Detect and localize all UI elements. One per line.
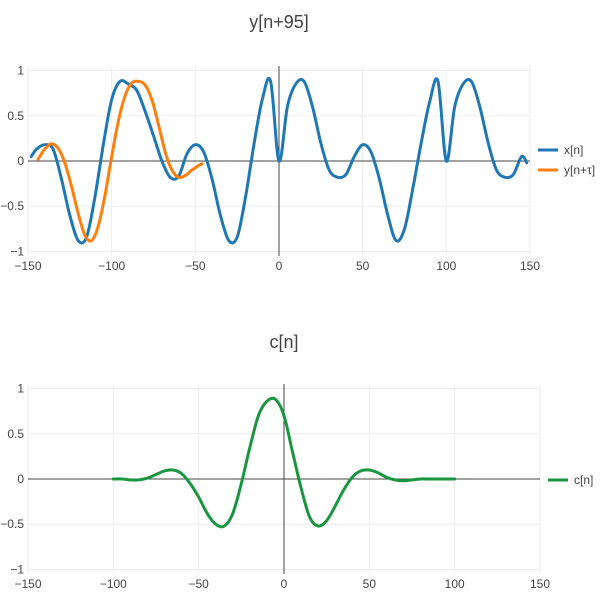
series-line-y-n-tau [36,79,204,243]
x-tick-label: −100 [100,577,127,591]
x-tick-label: 100 [445,577,465,591]
chart-bottom: c[n] −150 −100 −50 0 50 100 150 1 0.5 0 −0.5 −1 c[n] [0,332,593,591]
y-tick-label: −0.5 [0,517,24,531]
x-tick-label: −100 [98,259,125,273]
x-tick-label: 50 [356,259,370,273]
x-tick-label: −50 [185,259,206,273]
x-tick-label: 150 [530,577,550,591]
y-tick-label: 0 [17,472,24,486]
y-tick-label: −0.5 [0,199,24,213]
legend-label: x[n] [564,143,583,157]
y-tick-label: 0.5 [7,109,24,123]
x-tick-label: −50 [188,577,209,591]
series-line-c-n [111,396,457,529]
legend-label: c[n] [574,473,593,487]
x-tick-label: −150 [14,577,41,591]
x-tick-label: 0 [276,259,283,273]
y-tick-label: 1 [17,64,24,78]
series-line-x-n [29,76,529,245]
legend-label: y[n+τ] [564,163,595,177]
x-tick-label: 150 [520,259,540,273]
chart-top: y[n+95] −150 −100 −50 0 50 100 150 1 0.5 0 −0.5 −1 x[… [0,12,595,273]
x-tick-label: 100 [436,259,456,273]
y-tick-label: 0 [17,154,24,168]
y-tick-label: 1 [17,382,24,396]
x-tick-label: 50 [363,577,377,591]
y-tick-label: 0.5 [7,427,24,441]
x-tick-label: −150 [14,259,41,273]
y-tick-label: −1 [10,562,24,576]
x-tick-label: 0 [281,577,288,591]
y-tick-label: −1 [10,244,24,258]
chart-title: c[n] [269,332,298,352]
chart-title: y[n+95] [249,12,309,32]
